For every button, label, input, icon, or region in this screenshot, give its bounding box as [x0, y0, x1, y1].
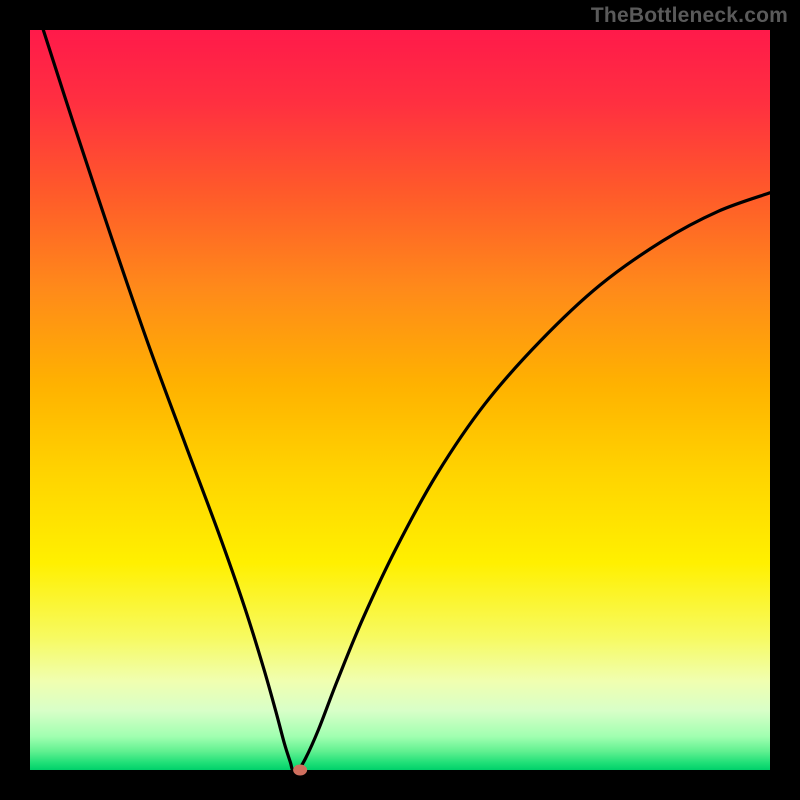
- watermark-text: TheBottleneck.com: [591, 4, 788, 28]
- bottleneck-chart: [0, 0, 800, 800]
- plot-background: [30, 30, 770, 770]
- chart-frame: TheBottleneck.com: [0, 0, 800, 800]
- optimum-marker: [293, 765, 307, 776]
